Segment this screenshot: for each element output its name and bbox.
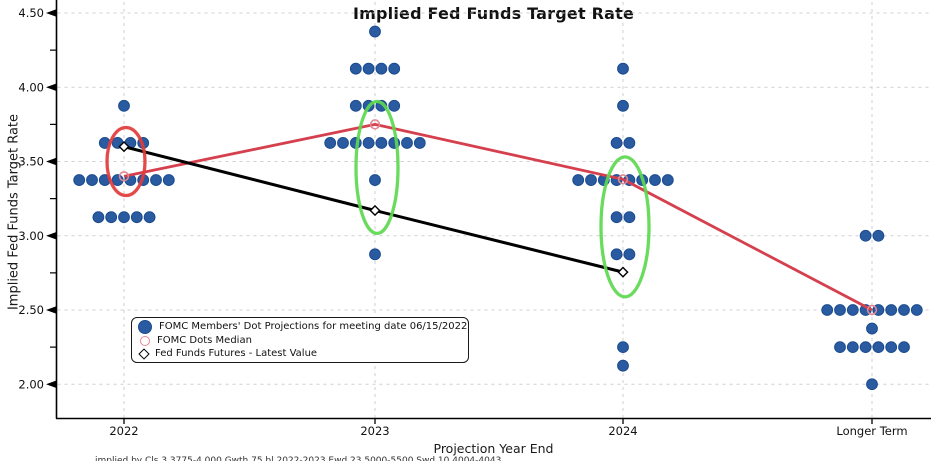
fomc-dot: [369, 248, 381, 261]
fomc-dot: [649, 174, 661, 186]
legend-label: FOMC Dots Median: [157, 334, 252, 346]
fomc-dot: [623, 248, 636, 261]
fomc-dot: [375, 62, 388, 75]
legend-label: Fed Funds Futures - Latest Value: [155, 347, 318, 359]
open-circle-icon: [140, 335, 150, 346]
fomc-dot: [617, 359, 629, 372]
legend-item-dots-median: FOMC Dots Median: [138, 335, 462, 347]
y-tick-arrow-icon: [46, 83, 56, 91]
annotation-ellipse: [599, 155, 651, 299]
fomc-dot: [623, 211, 636, 224]
fomc-dot: [859, 229, 872, 242]
fomc-dot: [349, 62, 362, 75]
fomc-dot: [859, 341, 872, 354]
median-line: [123, 122, 873, 312]
x-axis-label: Projection Year End: [433, 441, 554, 456]
x-tick-label: 2022: [109, 424, 138, 438]
fomc-dot: [118, 211, 130, 224]
fomc-dot: [118, 99, 130, 112]
median-marker-icon: [118, 171, 130, 182]
y-tick-label: 2.00: [18, 377, 44, 391]
fomc-dot: [623, 137, 636, 149]
fomc-dot: [105, 211, 118, 224]
fomc-dot: [872, 229, 885, 242]
y-tick-label: 4.50: [18, 6, 44, 20]
fomc-dot: [572, 174, 585, 186]
fomc-dot: [349, 99, 362, 112]
y-tick-arrow-icon: [46, 232, 56, 240]
open-diamond-icon: [138, 347, 150, 360]
futures-diamond-icon: [617, 266, 629, 278]
legend-item-fed-funds-futures: Fed Funds Futures - Latest Value: [138, 348, 462, 360]
fomc-dot: [585, 174, 597, 186]
fomc-dot: [834, 341, 846, 354]
fomc-dot: [910, 304, 923, 316]
fomc-dot: [610, 137, 623, 149]
fomc-dot: [661, 174, 674, 186]
fomc-dot: [337, 137, 349, 149]
fomc-dot: [610, 248, 623, 261]
legend-item-dot-projections: FOMC Members' Dot Projections for meetin…: [138, 320, 467, 335]
fomc-dot: [846, 341, 859, 354]
fomc-dot: [86, 174, 98, 186]
y-tick-arrow-icon: [46, 9, 56, 17]
fomc-dot: [369, 174, 381, 186]
fomc-dot: [834, 304, 846, 316]
fomc-dot: [375, 137, 388, 149]
legend: FOMC Members' Dot Projections for meetin…: [131, 317, 469, 363]
x-tick-label: 2023: [360, 424, 389, 438]
fomc-dot: [362, 62, 375, 75]
filled-circle-icon: [138, 320, 152, 335]
median-marker-icon: [369, 119, 381, 130]
fomc-dot: [898, 304, 910, 316]
x-tick-label: Longer Term: [836, 424, 907, 438]
fomc-dot: [92, 211, 105, 224]
fomc-dot: [369, 25, 381, 38]
fomc-dot: [162, 174, 175, 186]
y-tick-arrow-icon: [46, 380, 56, 388]
fomc-dot: [413, 137, 426, 149]
fomc-dot: [143, 211, 156, 224]
fomc-dot: [846, 304, 859, 316]
median-marker-icon: [866, 304, 878, 316]
y-tick-arrow-icon: [46, 157, 56, 166]
y-tick-label: 4.00: [18, 80, 44, 94]
fomc-dot: [401, 137, 413, 149]
fomc-dot: [388, 62, 401, 75]
futures-diamond-icon: [369, 204, 381, 217]
fomc-dot: [617, 62, 629, 75]
x-tick-label: 2024: [608, 424, 637, 438]
median-marker-icon: [617, 174, 629, 185]
futures-diamond-icon: [118, 141, 130, 153]
y-tick-label: 3.00: [18, 229, 44, 243]
fomc-dot: [885, 304, 898, 316]
fomc-dot: [130, 211, 143, 224]
fomc-dot: [617, 341, 629, 354]
y-tick-label: 2.50: [18, 303, 44, 317]
y-tick-arrow-icon: [46, 306, 56, 314]
fomc-dot: [610, 211, 623, 224]
clipped-footnote: implied by Cls 3.3775-4.000 Gwth 75 bl 2…: [95, 456, 502, 461]
annotation-ellipse: [354, 99, 400, 236]
annotation-ellipse: [105, 125, 147, 198]
fomc-dot: [388, 99, 401, 112]
fomc-dot: [324, 137, 337, 149]
fomc-dot: [150, 174, 162, 186]
fomc-dot: [866, 378, 878, 391]
fomc-dot: [821, 304, 834, 316]
fomc-dot: [73, 174, 86, 186]
fomc-dot: [872, 341, 885, 354]
fomc-dot: [885, 341, 898, 354]
fomc-dot: [617, 99, 629, 112]
fomc-dot: [362, 137, 375, 149]
y-tick-label: 3.50: [18, 155, 44, 169]
fomc-dot: [866, 322, 878, 335]
legend-label: FOMC Members' Dot Projections for meetin…: [159, 321, 468, 333]
fomc-dot: [898, 341, 910, 354]
